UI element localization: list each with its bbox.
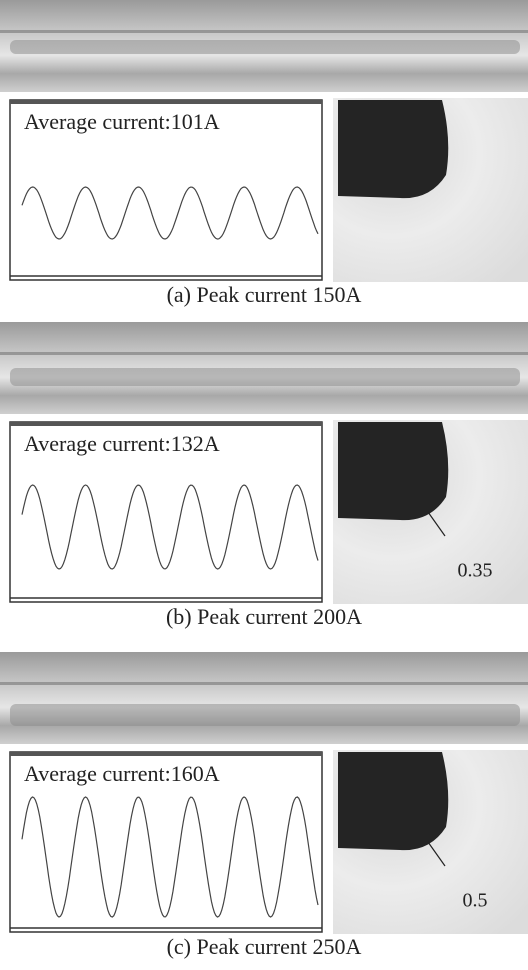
waveform-label: Average current:160A <box>24 761 220 786</box>
waveform-label: Average current:132A <box>24 431 220 456</box>
bead-seam <box>10 368 520 386</box>
measurement-label: 0.35 <box>458 560 493 582</box>
bead-edge <box>0 352 528 355</box>
waveform-label: Average current:101A <box>24 109 220 134</box>
waveform-topbar <box>10 100 322 104</box>
bead-seam <box>10 40 520 54</box>
figure: Average current:101A (a) Peak current 150… <box>0 0 528 970</box>
waveform-topbar <box>10 752 322 756</box>
caption: (a) Peak current 150A <box>167 282 362 307</box>
fusion-zone <box>338 752 448 850</box>
bead-edge <box>0 682 528 685</box>
caption: (c) Peak current 250A <box>167 934 362 959</box>
bead-edge <box>0 30 528 33</box>
measurement-label: 0.5 <box>463 890 488 912</box>
fusion-zone <box>338 422 448 520</box>
bead-seam <box>10 704 520 726</box>
waveform-topbar <box>10 422 322 426</box>
bead-photo <box>0 652 528 744</box>
caption: (b) Peak current 200A <box>166 604 362 629</box>
fusion-zone <box>338 100 448 198</box>
